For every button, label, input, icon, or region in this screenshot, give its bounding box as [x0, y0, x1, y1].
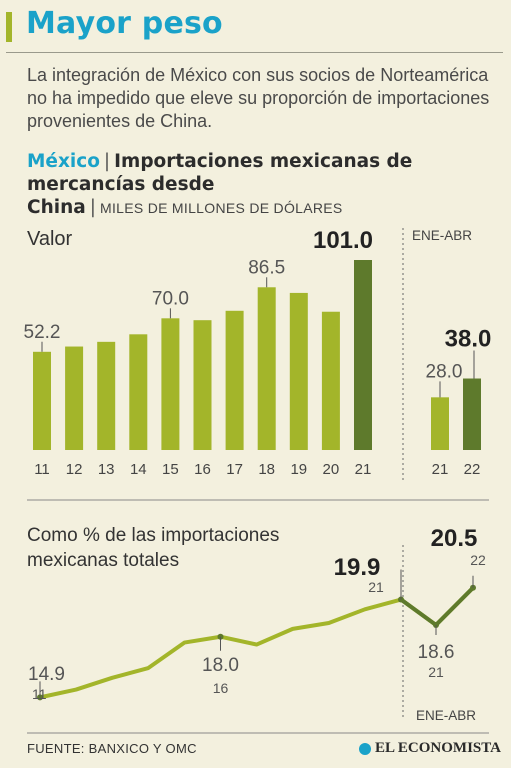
subtitle-separator-2: |	[89, 197, 96, 218]
x-tick-17: 17	[226, 461, 243, 478]
bar-13	[97, 341, 116, 450]
globe-icon	[359, 742, 371, 755]
line-label-21-year: 21	[368, 579, 384, 595]
line-label-ytd-21-value: 18.6	[418, 642, 455, 663]
page-title: Mayor peso	[26, 6, 223, 41]
x-tick-12: 12	[66, 461, 83, 478]
line-ytd-label: ENE-ABR	[416, 708, 476, 723]
ytd-bar-22	[463, 378, 481, 450]
x-tick-16: 16	[194, 461, 211, 478]
line-label-16-value: 18.0	[202, 655, 239, 676]
bar-chart-title: Valor	[27, 228, 73, 250]
subtitle-unit: MILES DE MILLONES DE DÓLARES	[99, 200, 343, 216]
line-label-21-value: 19.9	[334, 554, 381, 581]
header-accent-bar	[6, 12, 12, 42]
bar-12	[65, 346, 84, 450]
line-label-16-year: 16	[213, 680, 229, 696]
ytd-label-22: 38.0	[445, 326, 492, 353]
x-tick-14: 14	[130, 461, 147, 478]
bar-21	[354, 260, 372, 450]
line-label-11-year: 11	[32, 686, 47, 702]
brand-logo: EL ECONOMISTA	[359, 740, 501, 757]
x-tick-15: 15	[162, 461, 179, 478]
bar-15	[161, 318, 180, 450]
subtitle-title: Importaciones mexicanas de mercancías de…	[27, 151, 413, 195]
x-tick-20: 20	[323, 461, 340, 478]
bar-19	[289, 292, 308, 450]
ytd-chart-title: ENE-ABR	[412, 228, 472, 243]
bar-20	[321, 311, 340, 450]
chart-subtitle: México | Importaciones mexicanas de mercan…	[27, 150, 497, 220]
x-tick-21: 21	[355, 461, 372, 478]
subtitle-separator: |	[103, 151, 111, 172]
line-label-ytd-22-year: 22	[470, 552, 486, 568]
x-tick-18: 18	[258, 461, 275, 478]
ytd-x-tick-22: 22	[464, 461, 481, 478]
bar-16	[193, 320, 212, 450]
bar-17	[225, 310, 244, 450]
x-tick-19: 19	[290, 461, 307, 478]
data-label-15: 70.0	[152, 288, 189, 309]
ytd-x-tick-21: 21	[432, 461, 449, 478]
subtitle-title-end: China	[27, 197, 86, 218]
line-chart-title-line1: Como % de las importaciones	[27, 525, 279, 546]
line-series-ytd	[399, 586, 475, 627]
bar-11	[33, 351, 51, 450]
data-label-11: 52.2	[24, 322, 61, 343]
ytd-bar-21	[431, 397, 449, 450]
x-tick-13: 13	[98, 461, 115, 478]
line-label-ytd-22-value: 20.5	[431, 525, 478, 552]
line-chart-title-line2: mexicanas totales	[27, 550, 179, 571]
bar-18	[257, 287, 276, 450]
x-tick-11: 11	[34, 461, 50, 478]
brand-name: EL ECONOMISTA	[375, 740, 501, 756]
ytd-label-21: 28.0	[426, 361, 463, 382]
data-label-18: 86.5	[248, 257, 285, 278]
subtitle-country: México	[27, 151, 100, 172]
bar-14	[129, 334, 148, 450]
source-note: FUENTE: BANXICO Y OMC	[27, 741, 197, 756]
header-divider	[6, 52, 503, 53]
line-label-11-value: 14.9	[28, 664, 65, 685]
data-label-21: 101.0	[313, 227, 373, 254]
line-label-ytd-21-year: 21	[428, 664, 444, 680]
description: La integración de México con sus socios …	[27, 65, 490, 131]
